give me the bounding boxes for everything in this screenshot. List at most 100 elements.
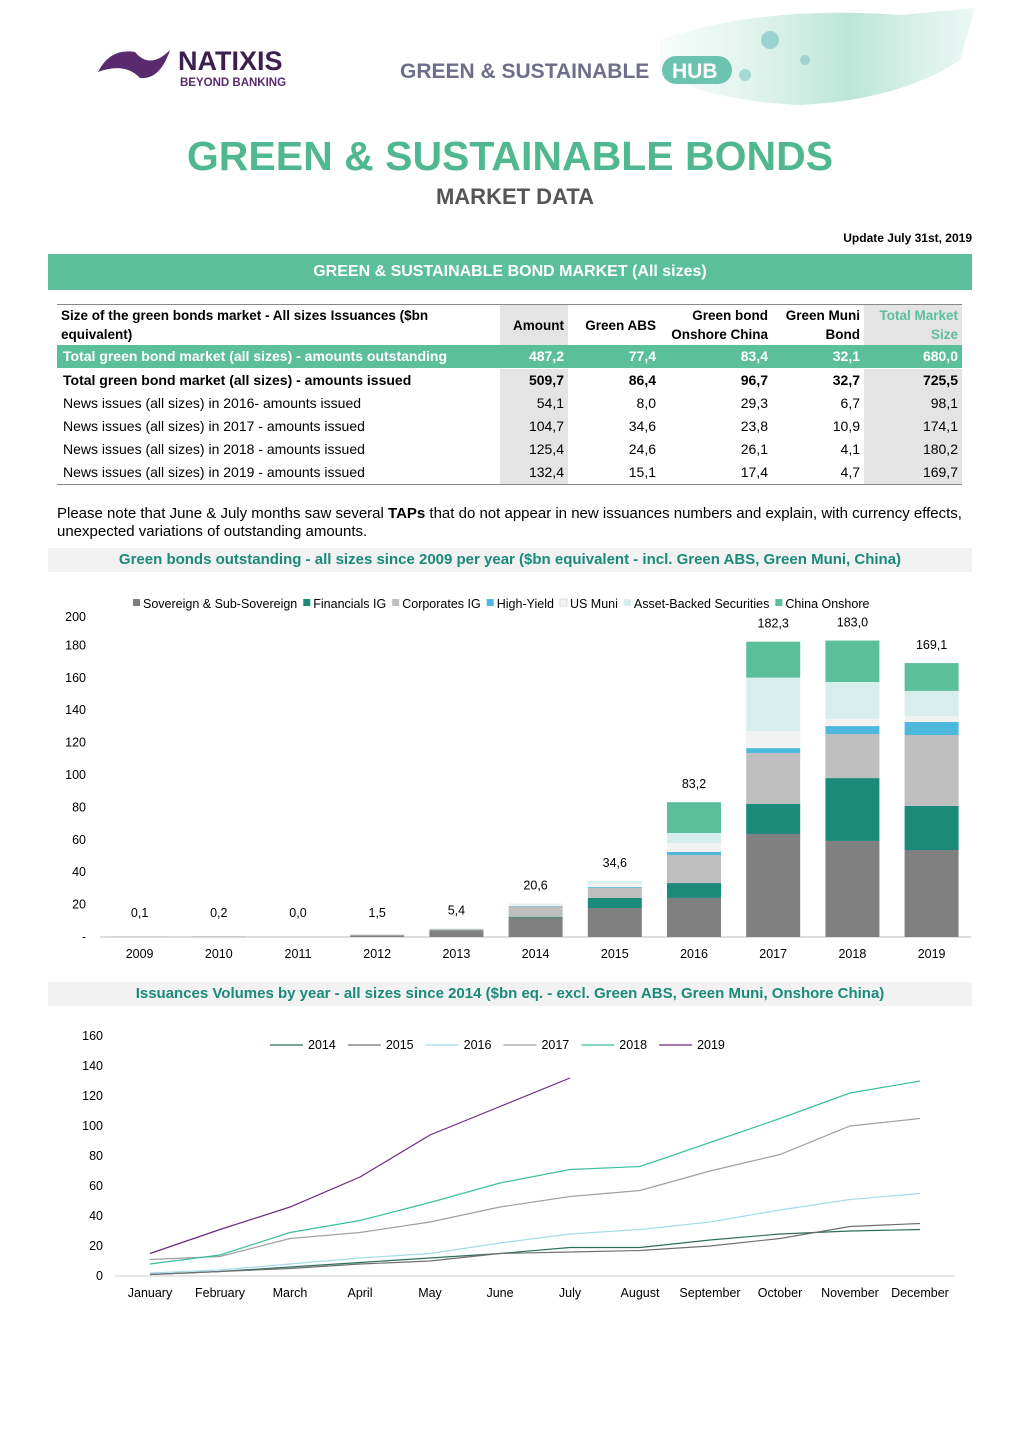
y-tick-label: 140 [82,1059,103,1073]
bar-segment [587,908,642,937]
table-cell: 32,7 [772,368,864,392]
bar-segment [746,748,801,753]
legend-label: Financials IG [313,597,386,611]
bar-segment [508,903,563,905]
x-tick-label: July [559,1286,582,1300]
x-tick-label: September [679,1286,740,1300]
bar-segment [508,904,563,907]
table-row: News issues (all sizes) in 2016- amounts… [57,392,962,415]
y-tick-label: 40 [89,1209,103,1223]
legend-label: 2016 [464,1038,492,1052]
x-tick-label: February [195,1286,246,1300]
bar-segment [825,734,880,779]
bar-segment [350,934,405,936]
table-cell: 29,3 [740,395,768,411]
y-tick-label: 80 [72,800,86,814]
legend-label: 2017 [541,1038,569,1052]
table-cell: 24,6 [628,441,656,457]
legend-swatch [133,599,140,606]
table-cell: 132,4 [500,461,568,485]
x-tick-label: January [128,1286,173,1300]
x-tick-label: June [486,1286,513,1300]
header-cell: Green ABS [568,304,660,345]
y-tick-label: 20 [89,1239,103,1253]
table-cell: 54,1 [500,392,568,415]
bar-segment [508,916,563,918]
bar-segment [667,897,721,937]
table-cell: 23,8 [740,418,768,434]
legend-swatch [392,599,400,606]
series-line [149,1222,921,1276]
note-bold: TAPs [388,505,426,522]
table-cell: 32,1 [772,345,864,369]
table-row: News issues (all sizes) in 2018 - amount… [57,438,962,461]
chart-title: Green bonds outstanding - all sizes sinc… [48,548,972,572]
table-row: News issues (all sizes) in 2017 - amount… [57,415,962,438]
total-label: 183,0 [837,616,868,630]
total-label: 34,6 [603,856,627,870]
x-tick-label: 2011 [285,947,312,961]
hub-badge: HUB [672,60,718,83]
header-cell: Green bond Onshore China [660,304,772,345]
chart-title: Issuances Volumes by year - all sizes si… [48,982,972,1006]
legend-label: Sovereign & Sub-Sovereign [143,597,297,611]
table-cell: 96,7 [660,368,772,392]
note-text: Please note that June & July months saw … [57,505,389,522]
bar-segment [904,690,959,717]
table-cell: 680,0 [864,345,962,369]
molecule [761,31,779,49]
bar-segment [825,682,880,719]
table-cell: News issues (all sizes) in 2018 - amount… [63,441,365,457]
title: GREEN & SUSTAINABLE BONDS [186,133,834,179]
x-tick-label: 2012 [363,947,391,961]
y-tick-label: 160 [65,671,86,685]
bar-segment [825,778,880,841]
table-cell: 169,7 [864,461,962,485]
table-header: Size of the green bonds market - All siz… [57,304,962,345]
legend-label: 2014 [308,1038,336,1052]
y-tick-label: 160 [82,1029,103,1043]
table-cell: 98,1 [864,392,962,415]
table-cell: 4,7 [772,461,864,485]
x-tick-label: August [621,1286,660,1300]
bar-segment [429,930,484,937]
x-tick-label: October [758,1286,802,1300]
note: Please note that June & July months saw … [57,505,967,541]
table-cell: Total green bond market (all sizes) - am… [57,368,500,392]
chart: 0 20 40 60 80 100 120 140 160 January February Marc… [82,1029,955,1300]
table-cell: 34,6 [628,418,656,434]
total-label: 182,3 [758,617,789,631]
x-tick-label: December [891,1286,949,1300]
table-cell: 17,4 [660,461,772,485]
bar-segment [667,802,721,833]
bar-segment [904,805,959,851]
hub-badge-bg [662,56,732,84]
table-cell: 4,1 [840,441,860,457]
bar-segment [587,880,642,884]
table-cell: 104,7 [500,415,568,438]
x-tick-label: 2014 [522,947,550,961]
table-cell: 174,1 [864,415,962,438]
legend-swatch [303,599,311,606]
table-cell: 509,7 [500,368,568,392]
logo-tagline: BEYOND BANKING [180,77,286,89]
table-cell: 125,4 [500,438,568,461]
molecule [800,55,810,65]
y-tick-label: 20 [72,898,86,912]
bar-segment [667,851,721,856]
bar-segment [904,850,959,937]
y-tick-label: 0 [96,1269,103,1283]
y-tick-label: 80 [89,1149,103,1163]
bar-segment [746,731,801,749]
x-tick-label: April [347,1286,372,1300]
y-tick-label: 200 [65,610,86,624]
header-cell: Size of the green bonds market - All siz… [57,304,500,345]
bar-segment [746,677,801,732]
table-row: Total green bond market (all sizes) - am… [57,345,962,369]
table-cell: 10,9 [832,418,860,434]
update-date: Update July 31st, 2019 [843,231,972,245]
bar-segment [508,906,563,917]
bar-segment [904,722,959,735]
logo-mark [98,50,170,79]
y-tick-label: 100 [65,768,86,782]
